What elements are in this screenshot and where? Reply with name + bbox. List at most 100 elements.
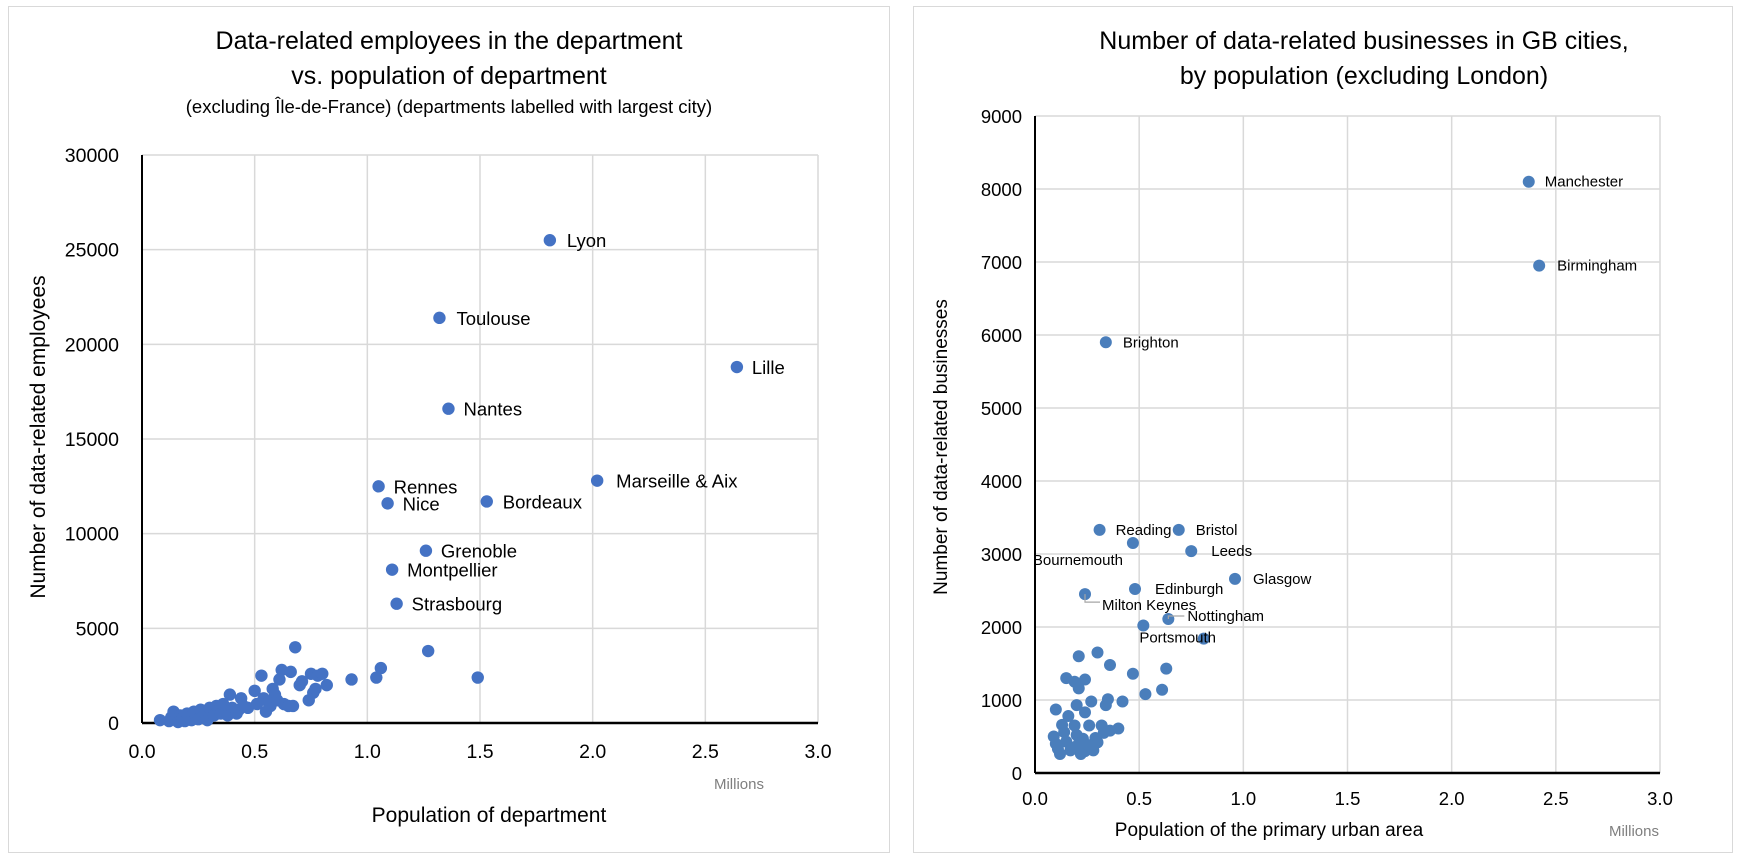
axes: 0.0 0.5 1.0 1.5 2.0 2.5 3.0 0 1000 2000 3000 4000 50… — [981, 106, 1673, 809]
x-axis-unit-label: Millions — [1609, 823, 1659, 840]
point-label: Bordeaux — [503, 491, 583, 512]
point-labels: Lyon Toulouse Lille Nantes Marseille & Aix Re… — [394, 230, 785, 615]
x-tick-label: 0.0 — [1022, 788, 1048, 809]
data-point — [1097, 726, 1110, 739]
chart-france-scatter: 0.0 0.5 1.0 1.5 2.0 2.5 3.0 0 5000 10000 15000 2000… — [27, 27, 832, 827]
x-tick-label: 3.0 — [804, 741, 831, 763]
data-point — [1101, 693, 1114, 706]
point-label: Grenoble — [441, 541, 517, 562]
data-point — [286, 699, 300, 713]
x-tick-label: 0.5 — [241, 741, 268, 763]
x-tick-label: 1.5 — [1335, 788, 1361, 809]
data-point-leeds — [1185, 545, 1198, 558]
chart-subtitle: (excluding Île-de-France) (departments l… — [186, 96, 712, 117]
x-tick-label: 1.0 — [1230, 788, 1256, 809]
data-point — [1049, 703, 1062, 716]
point-label: Nantes — [463, 399, 522, 420]
point-label: Bournemouth — [1033, 552, 1123, 569]
data-point-birmingham — [1533, 259, 1546, 272]
data-point-manchester — [1522, 175, 1535, 188]
chart-title: Data-related employees in the department — [216, 27, 683, 55]
x-tick-label: 0.5 — [1126, 788, 1152, 809]
y-tick-label: 10000 — [65, 524, 119, 546]
data-point — [1062, 710, 1075, 723]
point-label: Lyon — [567, 230, 606, 251]
point-label: Milton Keynes — [1102, 597, 1196, 614]
data-point-grenoble — [419, 544, 433, 557]
data-point — [421, 644, 435, 658]
data-point — [471, 671, 484, 684]
point-label: Nottingham — [1187, 608, 1264, 625]
data-point-glasgow — [1229, 572, 1241, 585]
data-point — [1126, 667, 1139, 680]
y-tick-label: 30000 — [65, 145, 119, 167]
chart-gb-scatter: 0.0 0.5 1.0 1.5 2.0 2.5 3.0 0 1000 2000 3000 4000 50… — [931, 27, 1673, 841]
point-label: Toulouse — [456, 308, 530, 329]
data-point-bournemouth — [1126, 537, 1139, 550]
data-point — [273, 673, 286, 686]
x-axis-label: Population of the primary urban area — [1115, 820, 1424, 841]
data-point — [345, 673, 358, 686]
point-label: Rennes — [394, 476, 458, 497]
y-tick-label: 5000 — [76, 618, 120, 640]
data-points — [153, 234, 744, 729]
point-label: Montpellier — [407, 560, 498, 581]
data-point-reading — [1093, 523, 1106, 536]
data-point — [223, 688, 237, 701]
x-tick-label: 1.0 — [354, 741, 381, 763]
data-point — [153, 713, 167, 727]
data-point — [255, 669, 268, 682]
point-label: Leeds — [1211, 543, 1252, 560]
data-point-marseille-aix — [590, 474, 604, 487]
chart-panel-gb: 0.0 0.5 1.0 1.5 2.0 2.5 3.0 0 1000 2000 3000 4000 50… — [913, 6, 1733, 853]
x-tick-label: 2.0 — [579, 741, 606, 763]
data-point-montpellier — [385, 563, 399, 576]
point-labels: Manchester Birmingham Brighton Reading Brist… — [1033, 174, 1637, 647]
data-point — [1156, 683, 1169, 696]
x-tick-label: 3.0 — [1647, 788, 1673, 809]
x-tick-label: 2.0 — [1439, 788, 1465, 809]
data-point-bristol — [1172, 523, 1185, 536]
leader-line — [1084, 594, 1100, 603]
y-tick-label: 0 — [1012, 763, 1022, 784]
axes: 0.0 0.5 1.0 1.5 2.0 2.5 3.0 0 5000 10000 15000 2000… — [65, 145, 832, 763]
data-point-rennes — [372, 480, 385, 493]
data-point-edinburgh — [1129, 583, 1141, 596]
data-point — [1072, 650, 1085, 663]
y-tick-label: 20000 — [65, 334, 119, 356]
data-point — [1066, 741, 1079, 754]
y-tick-label: 3000 — [981, 544, 1022, 565]
x-axis-label: Population of department — [372, 804, 607, 827]
x-tick-label: 1.5 — [466, 741, 493, 763]
point-label: Strasbourg — [412, 594, 503, 615]
point-label: Edinburgh — [1155, 581, 1223, 598]
data-point — [1058, 726, 1071, 739]
data-point-portsmouth — [1137, 619, 1150, 632]
chart-title: Number of data-related businesses in GB … — [1099, 27, 1628, 55]
y-tick-label: 2000 — [981, 617, 1022, 638]
y-axis-label: Number of data-related businesses — [931, 299, 952, 595]
data-point — [1054, 748, 1066, 761]
data-point-lyon — [543, 234, 557, 247]
data-point — [1079, 673, 1091, 686]
x-tick-label: 2.5 — [692, 741, 719, 763]
data-point — [1083, 719, 1096, 732]
data-point — [248, 684, 261, 698]
point-label: Nice — [403, 493, 440, 514]
gridlines — [1035, 115, 1661, 773]
data-point — [1116, 695, 1129, 708]
data-point-bordeaux — [480, 495, 493, 508]
x-tick-label: 0.0 — [128, 741, 155, 763]
point-label: Manchester — [1545, 174, 1623, 191]
data-point — [320, 678, 333, 692]
chart-title-line2: by population (excluding London) — [1180, 62, 1548, 90]
data-point — [309, 682, 322, 696]
data-point — [1091, 646, 1104, 659]
chart-title-line2: vs. population of department — [291, 62, 607, 90]
data-point — [1104, 658, 1116, 671]
data-point — [1083, 739, 1096, 752]
data-point — [1079, 706, 1091, 719]
y-tick-label: 7000 — [981, 252, 1022, 273]
x-axis-unit-label: Millions — [714, 776, 764, 793]
data-point — [1085, 695, 1098, 708]
